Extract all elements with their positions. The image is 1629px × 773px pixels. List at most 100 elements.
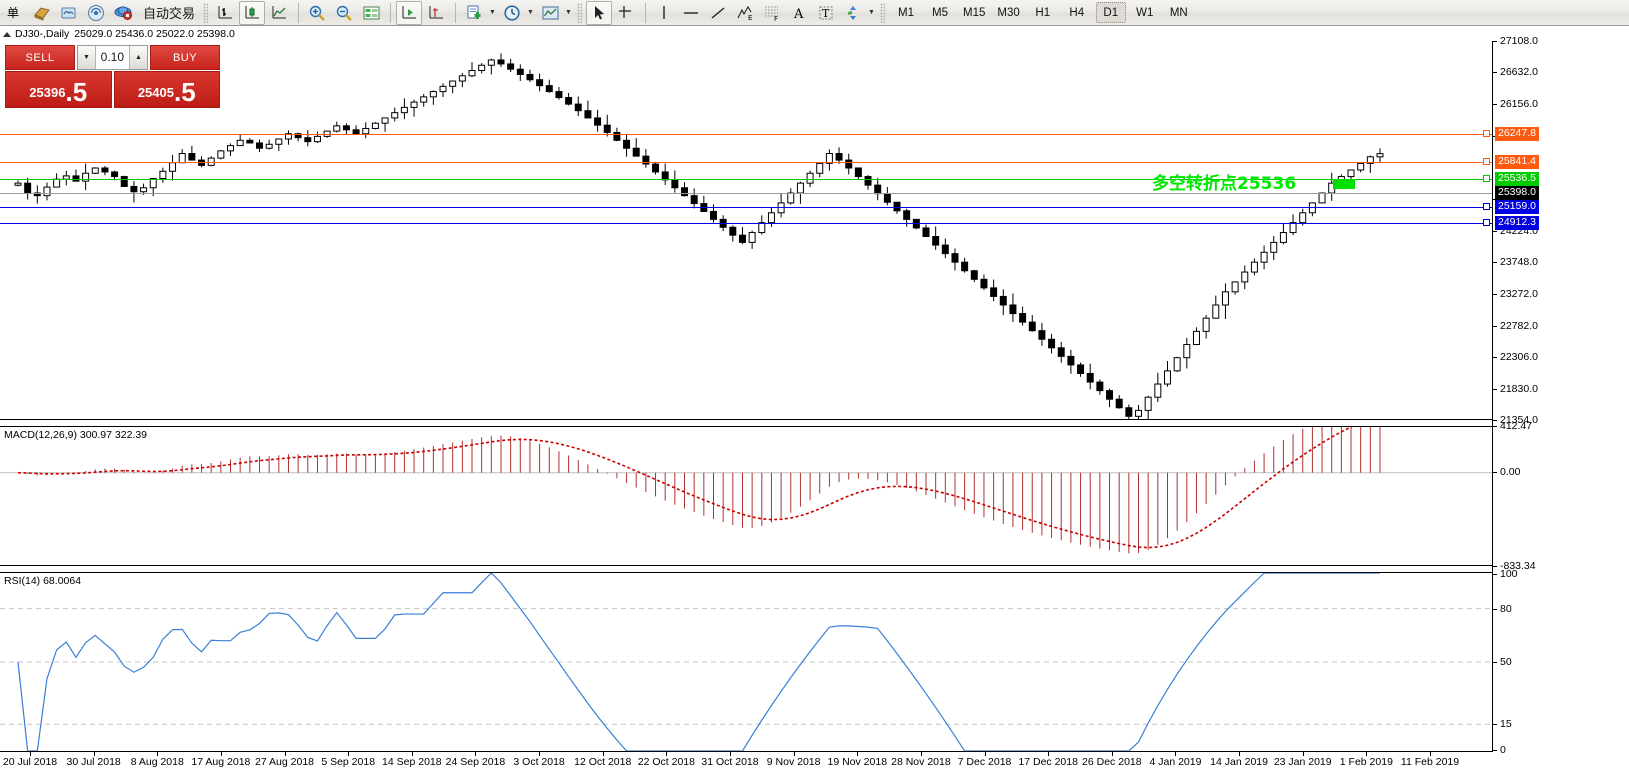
candle-body	[603, 124, 611, 133]
toolbar-grip-3[interactable]	[880, 2, 886, 23]
volume-input[interactable]: 0.10	[100, 50, 124, 64]
level-handle-pivot-turning-point[interactable]	[1483, 175, 1490, 182]
date-axis-label: 12 Oct 2018	[574, 756, 632, 768]
cloud-icon[interactable]	[56, 1, 82, 25]
new-order-icon[interactable]: 单	[2, 1, 28, 25]
level-line-resistance-1[interactable]	[0, 162, 1492, 163]
toolbar-divider-2	[390, 2, 392, 23]
candle-body	[623, 139, 631, 149]
elliott-wave-icon[interactable]: E	[732, 1, 758, 25]
auto-scroll-icon[interactable]	[423, 1, 449, 25]
period-dropdown-icon[interactable]: ▼	[527, 9, 534, 16]
macd-pane[interactable]: MACD(12,26,9) 300.97 322.39	[0, 426, 1629, 566]
templates-icon[interactable]	[537, 1, 563, 25]
candle-body	[294, 133, 302, 139]
vertical-line-icon[interactable]	[651, 1, 677, 25]
buy-price-button[interactable]: 25405 .5	[113, 71, 220, 108]
templates-dropdown-icon[interactable]: ▼	[565, 9, 572, 16]
candlestick-chart-icon[interactable]	[239, 0, 266, 25]
date-axis-label: 5 Sep 2018	[321, 756, 376, 768]
level-line-resistance-2[interactable]	[0, 134, 1492, 135]
timeframe-m1[interactable]: M1	[898, 6, 914, 19]
price-axis-tick	[1493, 293, 1497, 295]
candle-body	[410, 101, 418, 108]
line-chart-icon[interactable]	[266, 1, 292, 25]
level-line-pivot-turning-point[interactable]	[0, 179, 1492, 180]
label-icon[interactable]: T	[813, 1, 839, 25]
signal-icon[interactable]	[83, 1, 109, 25]
volume-stepper[interactable]: ▼ 0.10 ▲	[77, 45, 148, 70]
text-icon[interactable]: A	[786, 1, 812, 25]
zoom-in-icon[interactable]	[304, 1, 330, 25]
candle-body	[864, 176, 872, 186]
volume-up-icon[interactable]: ▲	[129, 46, 147, 69]
rsi-pane[interactable]: RSI(14) 68.0064	[0, 572, 1629, 752]
zoom-out-icon[interactable]	[331, 1, 357, 25]
timeframe-w1[interactable]: W1	[1136, 6, 1154, 19]
candlestick-series	[14, 53, 1384, 419]
timeframe-m15[interactable]: M15	[963, 6, 986, 19]
candle-body	[681, 187, 689, 197]
collapse-triangle-icon[interactable]	[3, 31, 11, 37]
candle-body	[1202, 317, 1210, 332]
new-chart-icon[interactable]	[461, 1, 487, 25]
sell-price-button[interactable]: 25396 .5	[5, 71, 112, 108]
date-axis[interactable]: 20 Jul 2018 30 Jul 2018 8 Aug 2018 17 Aug 2…	[0, 752, 1492, 773]
expert-advisor-icon[interactable]	[110, 1, 136, 25]
tile-windows-icon[interactable]	[358, 1, 384, 25]
timeframe-h4[interactable]: H4	[1069, 6, 1085, 19]
date-axis-label: 9 Nov 2018	[766, 756, 821, 768]
autotrading-label[interactable]: 自动交易	[143, 6, 196, 21]
macd-plot-area[interactable]: MACD(12,26,9) 300.97 322.39	[0, 427, 1492, 565]
rsi-plot-area[interactable]: RSI(14) 68.0064	[0, 573, 1492, 751]
level-line-current-price[interactable]	[0, 193, 1492, 194]
price-axis-label: 21830.0	[1500, 382, 1538, 395]
candle-body	[333, 125, 341, 132]
price-chart-pane[interactable]: 多空转折点25536	[0, 41, 1629, 420]
volume-down-icon[interactable]: ▼	[78, 46, 96, 69]
level-handle-support-1[interactable]	[1483, 203, 1490, 210]
fibonacci-icon[interactable]: F	[759, 1, 785, 25]
level-handle-resistance-1[interactable]	[1483, 158, 1490, 165]
horizontal-line-icon[interactable]	[678, 1, 704, 25]
timeframe-h1[interactable]: H1	[1035, 6, 1051, 19]
trendline-icon[interactable]	[705, 1, 731, 25]
crosshair-icon[interactable]	[613, 1, 639, 25]
date-axis-label: 19 Nov 2018	[827, 756, 888, 768]
period-icon[interactable]	[499, 1, 525, 25]
rsi-series	[0, 573, 1492, 751]
shapes-icon[interactable]	[840, 1, 866, 25]
one-click-trading-panel[interactable]: SELL ▼ 0.10 ▲ BUY 25396 .5 25405 .5	[5, 45, 220, 108]
candle-body	[1183, 344, 1191, 359]
date-axis-tick	[730, 752, 731, 756]
timeframe-m5[interactable]: M5	[932, 6, 948, 19]
toolbar-grip-1[interactable]	[203, 2, 209, 23]
candle-body	[227, 145, 235, 152]
timeframe-d1[interactable]: D1	[1095, 2, 1126, 23]
sell-button[interactable]: SELL	[5, 45, 75, 70]
toolbar-grip-2[interactable]	[577, 2, 583, 23]
new-chart-dropdown-icon[interactable]: ▼	[489, 9, 496, 16]
date-axis-tick	[666, 752, 668, 756]
shapes-dropdown-icon[interactable]: ▼	[868, 9, 875, 16]
level-line-support-1[interactable]	[0, 207, 1492, 208]
level-handle-resistance-2[interactable]	[1483, 130, 1490, 137]
price-axis-tick	[1493, 41, 1497, 42]
timeframe-mn[interactable]: MN	[1169, 6, 1188, 19]
bar-chart-icon[interactable]	[212, 1, 238, 25]
history-icon[interactable]	[29, 1, 55, 25]
macd-series	[0, 427, 1492, 554]
timeframe-m30[interactable]: M30	[997, 6, 1020, 19]
level-line-support-2[interactable]	[0, 223, 1492, 224]
price-axis-label: 23272.0	[1500, 287, 1538, 300]
price-axis[interactable]: 27108.026632.026156.025666.024714.024224…	[1492, 35, 1629, 756]
price-plot-area[interactable]: 多空转折点25536	[0, 41, 1492, 419]
level-handle-support-2[interactable]	[1483, 219, 1490, 226]
date-axis-label: 3 Oct 2018	[513, 756, 565, 768]
scroll-end-icon[interactable]	[396, 0, 423, 25]
date-axis-tick	[1048, 752, 1050, 756]
cursor-icon[interactable]	[586, 0, 613, 25]
candle-body	[767, 212, 775, 224]
candle-body	[565, 97, 573, 105]
buy-button[interactable]: BUY	[150, 45, 220, 70]
